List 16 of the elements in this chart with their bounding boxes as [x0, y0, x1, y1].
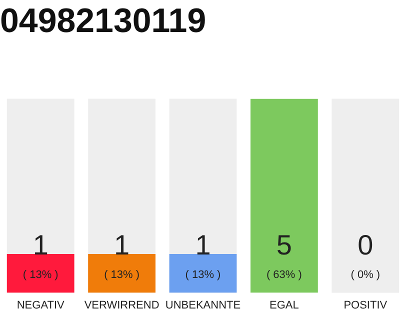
- chart-title: 04982130119: [0, 2, 206, 40]
- data-label: 1: [114, 230, 130, 261]
- data-label: 0: [358, 230, 374, 261]
- data-label: 1: [32, 230, 48, 261]
- x-tick-label: NEGATIV: [16, 299, 65, 312]
- x-tick-label: POSITIV: [344, 299, 388, 312]
- data-label: 5: [276, 230, 292, 261]
- x-tick-label: EGAL: [270, 299, 299, 312]
- annotation: ( 63% ): [266, 268, 302, 281]
- annotation: ( 0% ): [350, 268, 380, 281]
- x-tick-label: UNBEKANNTE: [165, 299, 241, 312]
- data-label: 1: [195, 230, 211, 261]
- annotation: ( 13% ): [22, 268, 58, 281]
- annotation: ( 13% ): [185, 268, 221, 281]
- x-tick-label: VERWIRREND: [84, 299, 160, 312]
- annotation: ( 13% ): [104, 268, 140, 281]
